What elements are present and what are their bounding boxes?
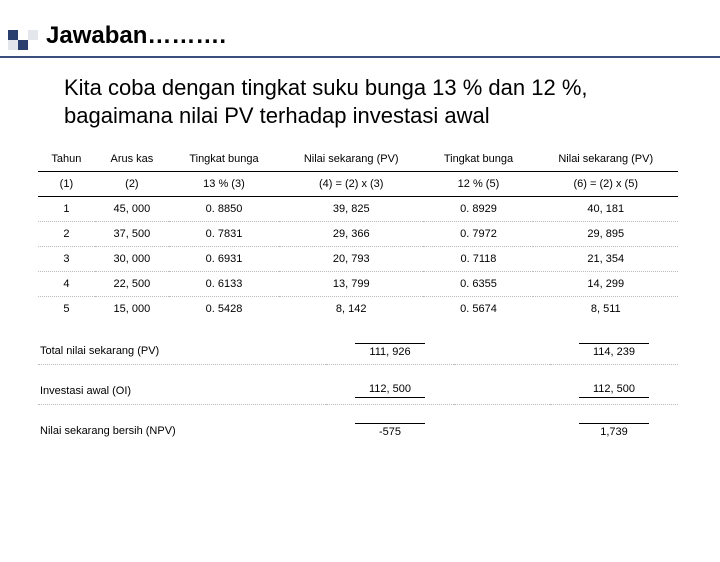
table-cell: 0. 6931 (169, 247, 279, 272)
summary-value: 112, 500 (550, 365, 678, 405)
table-cell: 0. 8850 (169, 197, 279, 222)
col-header: Tingkat bunga (423, 147, 533, 172)
pv-table-wrapper: Tahun Arus kas Tingkat bunga Nilai sekar… (38, 147, 678, 444)
table-cell: 2 (38, 222, 95, 247)
table-cell: 22, 500 (95, 272, 169, 297)
summary-value: 1,739 (550, 405, 678, 445)
col-header: Tahun (38, 147, 95, 172)
title-underline (0, 56, 720, 58)
table-cell: 0. 6355 (423, 272, 533, 297)
table-cell: 8, 142 (279, 297, 423, 322)
summary-row: Nilai sekarang bersih (NPV)-575 1,739 (38, 405, 678, 445)
table-cell: 3 (38, 247, 95, 272)
corner-decoration (8, 30, 38, 50)
table-cell: 39, 825 (279, 197, 423, 222)
table-cell: 14, 299 (533, 272, 678, 297)
table-cell: 30, 000 (95, 247, 169, 272)
col-subheader: (1) (38, 172, 95, 197)
summary-value: -575 (326, 405, 454, 445)
pv-table: Tahun Arus kas Tingkat bunga Nilai sekar… (38, 147, 678, 321)
col-header: Arus kas (95, 147, 169, 172)
table-cell: 29, 895 (533, 222, 678, 247)
table-cell: 0. 5428 (169, 297, 279, 322)
table-cell: 0. 6133 (169, 272, 279, 297)
table-cell: 0. 7118 (423, 247, 533, 272)
summary-table: Total nilai sekarang (PV)111, 926 114, 23… (38, 325, 678, 444)
table-cell: 8, 511 (533, 297, 678, 322)
table-cell: 5 (38, 297, 95, 322)
table-cell: 37, 500 (95, 222, 169, 247)
table-body: 145, 0000. 885039, 8250. 892940, 181237,… (38, 197, 678, 322)
table-cell: 4 (38, 272, 95, 297)
table-cell: 20, 793 (279, 247, 423, 272)
table-cell: 45, 000 (95, 197, 169, 222)
table-cell: 40, 181 (533, 197, 678, 222)
table-cell: 13, 799 (279, 272, 423, 297)
table-cell: 0. 7831 (169, 222, 279, 247)
summary-label: Total nilai sekarang (PV) (38, 325, 326, 365)
table-row: 422, 5000. 613313, 7990. 635514, 299 (38, 272, 678, 297)
col-subheader: (2) (95, 172, 169, 197)
description-text: Kita coba dengan tingkat suku bunga 13 %… (64, 74, 674, 129)
table-cell: 15, 000 (95, 297, 169, 322)
col-header: Tingkat bunga (169, 147, 279, 172)
table-row: 330, 0000. 693120, 7930. 711821, 354 (38, 247, 678, 272)
col-header: Nilai sekarang (PV) (279, 147, 423, 172)
table-row: 145, 0000. 885039, 8250. 892940, 181 (38, 197, 678, 222)
summary-value: 111, 926 (326, 325, 454, 365)
summary-label: Nilai sekarang bersih (NPV) (38, 405, 326, 445)
table-row: 515, 0000. 54288, 1420. 56748, 511 (38, 297, 678, 322)
table-header-row-1: Tahun Arus kas Tingkat bunga Nilai sekar… (38, 147, 678, 172)
table-cell: 21, 354 (533, 247, 678, 272)
summary-row: Total nilai sekarang (PV)111, 926 114, 23… (38, 325, 678, 365)
table-cell: 0. 8929 (423, 197, 533, 222)
page-title: Jawaban………. (46, 22, 720, 50)
table-header-row-2: (1) (2) 13 % (3) (4) = (2) x (3) 12 % (5… (38, 172, 678, 197)
summary-row: Investasi awal (OI)112, 500112, 500 (38, 365, 678, 405)
table-cell: 0. 7972 (423, 222, 533, 247)
table-cell: 0. 5674 (423, 297, 533, 322)
table-cell: 29, 366 (279, 222, 423, 247)
table-cell: 1 (38, 197, 95, 222)
summary-label: Investasi awal (OI) (38, 365, 326, 405)
col-header: Nilai sekarang (PV) (533, 147, 678, 172)
col-subheader: 12 % (5) (423, 172, 533, 197)
table-row: 237, 5000. 783129, 3660. 797229, 895 (38, 222, 678, 247)
col-subheader: (6) = (2) x (5) (533, 172, 678, 197)
col-subheader: 13 % (3) (169, 172, 279, 197)
col-subheader: (4) = (2) x (3) (279, 172, 423, 197)
summary-value: 114, 239 (550, 325, 678, 365)
summary-value: 112, 500 (326, 365, 454, 405)
